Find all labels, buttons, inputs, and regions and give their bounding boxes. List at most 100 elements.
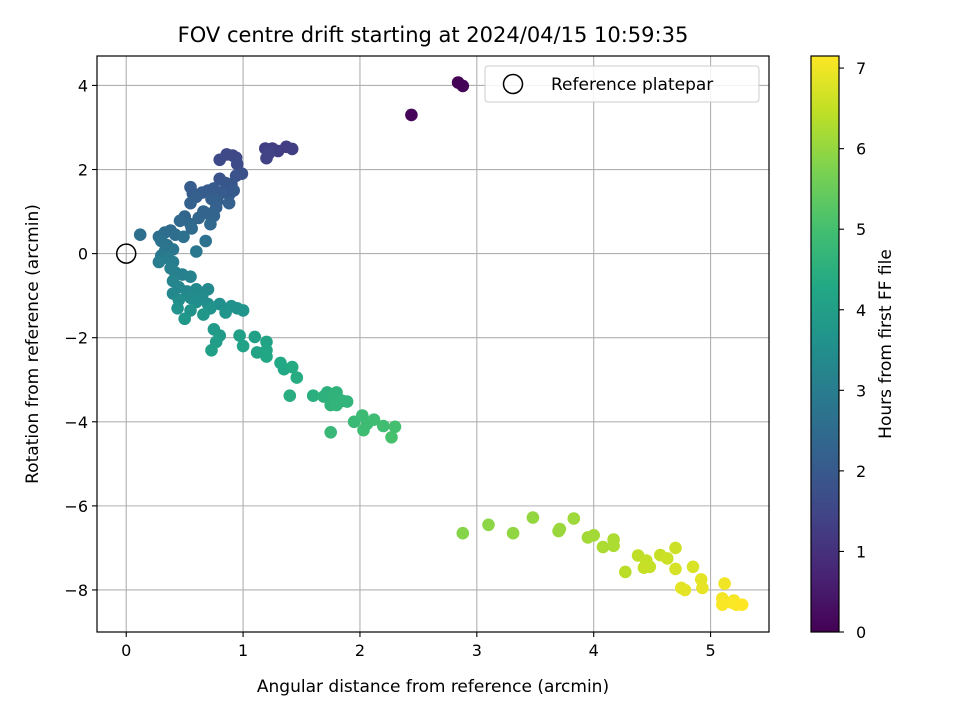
x-axis-label: Angular distance from reference (arcmin) (257, 677, 609, 697)
colorbar-tick-label-6: 6 (856, 140, 866, 159)
data-point-31 (222, 196, 236, 210)
legend-reference-marker (502, 73, 524, 95)
data-point-118 (456, 526, 470, 540)
data-point-99 (283, 389, 297, 403)
data-point-49 (199, 234, 212, 248)
data-point-87 (205, 344, 218, 357)
plot-frame (96, 55, 770, 633)
data-point-108 (340, 395, 354, 408)
data-point-136 (661, 552, 674, 565)
reference-platepar-marker (115, 243, 137, 264)
data-point-88 (233, 329, 246, 342)
chart-title: FOV centre drift starting at 2024/04/15 … (178, 23, 689, 47)
data-point-150 (735, 598, 749, 611)
data-point-127 (596, 540, 610, 554)
x-tick-label-4: 4 (589, 641, 599, 660)
data-point-77 (171, 302, 184, 315)
data-point-138 (669, 562, 682, 576)
data-point-107 (330, 398, 343, 412)
data-point-33 (184, 196, 197, 210)
y-tick-label-6: 4 (78, 76, 88, 95)
reference-marker-layer (115, 243, 137, 264)
y-axis-label: Rotation from reference (arcmin) (23, 204, 43, 484)
data-point-141 (678, 583, 692, 597)
data-point-2 (405, 108, 418, 122)
colorbar-ticks: 0 1 2 3 4 5 6 7 (839, 59, 866, 642)
data-point-134 (637, 561, 651, 574)
y-axis-ticks: −8 −6 −4 −2 0 2 4 (64, 76, 97, 600)
data-point-97 (285, 360, 299, 374)
data-point-100 (306, 389, 320, 403)
data-point-13 (213, 153, 226, 167)
data-point-9 (262, 147, 276, 160)
data-point-91 (250, 346, 264, 359)
x-tick-label-1: 1 (238, 641, 248, 660)
data-point-144 (718, 577, 731, 590)
data-point-129 (607, 539, 620, 553)
colorbar-label: Hours from first FF file (876, 249, 896, 439)
data-point-121 (526, 511, 540, 524)
y-tick-label-2: −4 (64, 413, 88, 432)
data-point-137 (669, 541, 682, 555)
colorbar-tick-label-2: 2 (856, 462, 866, 481)
x-tick-label-0: 0 (121, 641, 131, 660)
x-tick-label-3: 3 (472, 641, 482, 660)
data-point-115 (377, 419, 390, 433)
y-tick-label-5: 2 (78, 161, 88, 180)
data-point-41 (204, 217, 217, 231)
data-point-119 (482, 518, 495, 532)
legend-entry-reference-platepar: Reference platepar (551, 75, 713, 95)
colorbar-tick-label-0: 0 (856, 623, 866, 642)
legend-box (484, 65, 760, 103)
data-point-130 (619, 565, 632, 579)
colorbar-gradient (811, 56, 839, 632)
data-point-57 (152, 255, 166, 269)
data-point-90 (236, 339, 250, 353)
data-point-89 (248, 330, 262, 344)
data-point-116 (388, 420, 402, 434)
data-point-48 (177, 230, 190, 244)
data-point-14 (230, 157, 244, 171)
x-tick-label-5: 5 (705, 641, 715, 660)
data-point-81 (236, 304, 250, 317)
data-point-7 (285, 142, 299, 156)
data-point-109 (324, 426, 338, 439)
data-point-82 (178, 312, 191, 326)
x-tick-label-2: 2 (355, 641, 365, 660)
data-point-120 (506, 526, 520, 540)
data-point-139 (686, 560, 700, 574)
colorbar-tick-label-1: 1 (856, 542, 866, 561)
data-point-124 (567, 512, 581, 525)
x-axis-ticks: 0 1 2 3 4 5 (121, 632, 716, 660)
data-point-1 (456, 79, 470, 93)
grid-lines (97, 56, 769, 632)
colorbar: 0 1 2 3 4 5 6 7 Hours from first FF file (810, 55, 896, 642)
colorbar-tick-label-3: 3 (856, 381, 866, 400)
y-tick-label-0: −8 (64, 581, 88, 600)
data-point-83 (197, 308, 210, 321)
data-point-42 (185, 222, 198, 235)
y-tick-label-1: −6 (64, 497, 88, 516)
colorbar-tick-label-7: 7 (856, 59, 866, 78)
data-point-143 (696, 581, 709, 595)
data-point-39 (173, 214, 187, 228)
data-point-80 (219, 306, 232, 319)
colorbar-tick-label-5: 5 (856, 220, 866, 239)
data-point-98 (290, 371, 304, 384)
y-tick-label-3: −2 (64, 329, 88, 348)
colorbar-frame (810, 55, 840, 633)
data-point-126 (587, 529, 600, 542)
data-point-46 (133, 228, 147, 241)
data-point-123 (553, 522, 567, 536)
data-point-117 (385, 431, 398, 444)
data-point-94 (260, 350, 273, 363)
legend: Reference platepar (484, 65, 760, 103)
data-point-113 (357, 423, 370, 437)
colorbar-tick-label-4: 4 (856, 301, 866, 320)
y-tick-label-4: 0 (78, 245, 88, 264)
data-points (133, 76, 749, 611)
data-point-54 (190, 245, 203, 258)
data-point-62 (184, 270, 197, 284)
data-point-114 (367, 413, 381, 427)
